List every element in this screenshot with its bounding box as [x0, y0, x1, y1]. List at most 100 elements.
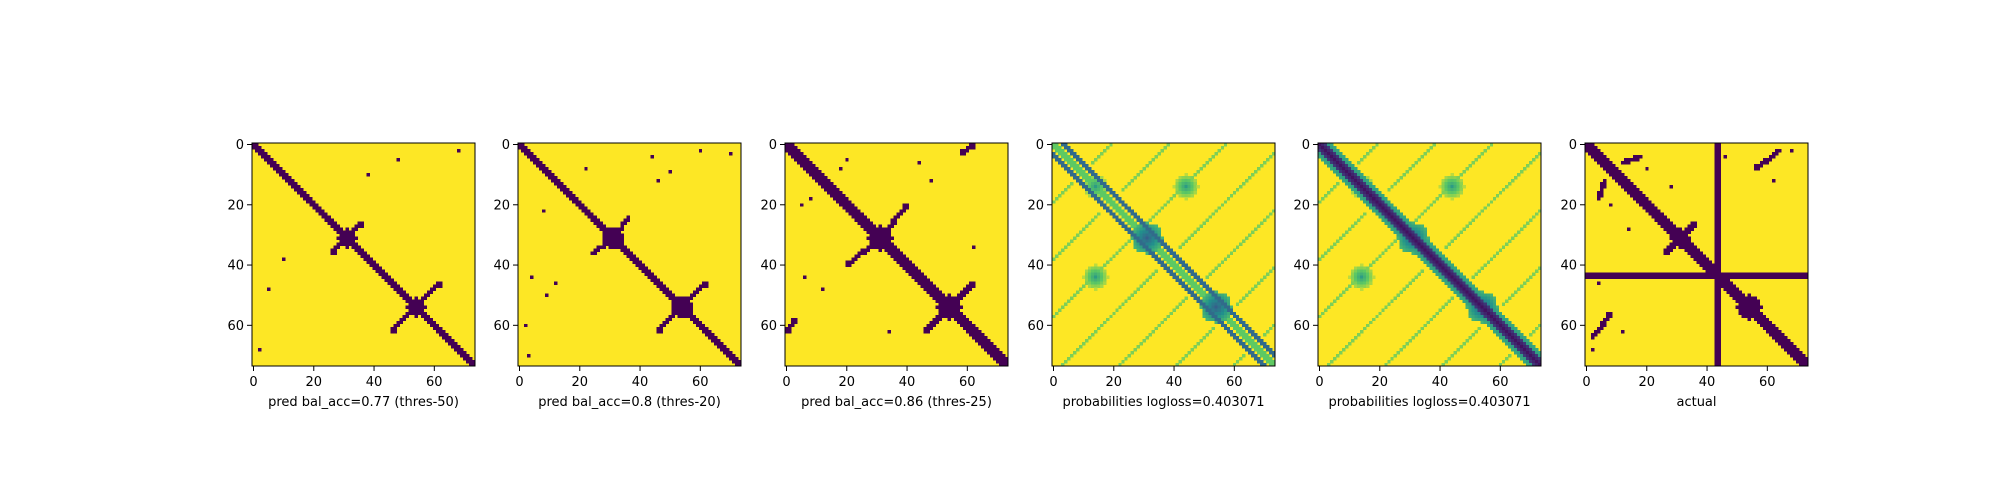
x-tick-label: 40 [1166, 375, 1183, 390]
heatmap-cell [1196, 287, 1201, 292]
heatmap-cell [1693, 245, 1697, 249]
heatmap-cell [1333, 149, 1337, 153]
heatmap-cell [1480, 308, 1485, 313]
heatmap-cell [566, 191, 570, 195]
heatmap-cell [1372, 209, 1376, 213]
heatmap-cell [1360, 191, 1364, 195]
heatmap-cell [1783, 341, 1788, 346]
heatmap-cell [1759, 275, 1764, 279]
heatmap-cell [677, 314, 682, 319]
heatmap-cell [1196, 284, 1201, 289]
heatmap-cell [578, 200, 582, 204]
heatmap-cell [1450, 173, 1454, 177]
heatmap-cell [1471, 311, 1476, 316]
heatmap-cell [1372, 194, 1376, 198]
heatmap-cells [518, 143, 742, 367]
heatmap-cell [1438, 254, 1442, 258]
heatmap-cell [941, 302, 946, 307]
heatmap-cell [1477, 212, 1482, 216]
heatmap-cell [1232, 326, 1237, 331]
heatmap-cell [1528, 344, 1533, 349]
heatmap-cell [1148, 236, 1152, 240]
heatmap-cell [1477, 293, 1482, 298]
heatmap-cell [1148, 251, 1152, 255]
heatmap-cell [1402, 287, 1406, 292]
heatmap-cell [1265, 347, 1270, 352]
heatmap-cell [1597, 149, 1601, 153]
heatmap-cell [408, 302, 413, 307]
heatmap-cell [1190, 284, 1195, 289]
heatmap-cell [381, 275, 385, 279]
heatmap-cell [677, 302, 682, 307]
heatmap-cell [1405, 218, 1409, 222]
heatmap-cell [1603, 275, 1607, 279]
heatmap-cell [294, 188, 298, 192]
heatmap-cell [680, 311, 685, 316]
heatmap-cell [1492, 326, 1497, 331]
heatmap-cell [1220, 302, 1225, 307]
heatmap-cell [533, 158, 537, 162]
y-tick-label: 0 [502, 138, 510, 153]
heatmap-cell [1405, 242, 1409, 246]
heatmap-cell [1109, 188, 1113, 192]
heatmap-cell [1103, 197, 1107, 201]
heatmap-cell [968, 329, 973, 334]
heatmap-cell [662, 320, 667, 325]
heatmap-cell [1750, 308, 1755, 313]
heatmap-cell [1058, 149, 1062, 153]
heatmap-cell [1729, 293, 1734, 298]
heatmap-cell [1106, 185, 1110, 189]
heatmap-cell [1169, 248, 1173, 252]
heatmap-cell [1687, 272, 1691, 276]
heatmap-cell [1411, 245, 1415, 249]
heatmap-cell [1193, 275, 1198, 279]
heatmap-cell [1717, 347, 1721, 352]
heatmap-cell [1753, 305, 1758, 310]
heatmap-cell [1435, 248, 1439, 252]
heatmap-cell [1441, 185, 1445, 189]
heatmap-cell [614, 239, 618, 243]
heatmap-cell [689, 308, 694, 313]
heatmap-cell [1447, 275, 1451, 279]
heatmap-cell [1492, 329, 1497, 334]
heatmap-cell [1717, 320, 1721, 325]
heatmap-cell [680, 299, 685, 304]
heatmap-cell [968, 323, 973, 328]
heatmap-cell [1211, 212, 1216, 216]
heatmap-cell [998, 350, 1003, 355]
heatmap-cell [830, 185, 834, 189]
heatmap-cell [1726, 287, 1731, 292]
heatmap-cell [1244, 236, 1249, 240]
heatmap-cell [330, 224, 334, 228]
x-axis-label: probabilities logloss=0.403071 [1062, 395, 1264, 410]
heatmap-cell [695, 287, 700, 292]
heatmap-cell [890, 251, 894, 255]
heatmap-cell [1175, 278, 1179, 283]
heatmap-cell [1112, 200, 1116, 204]
heatmap-cell [1516, 341, 1521, 346]
heatmap-cell [1519, 341, 1524, 346]
heatmap-cell [1229, 323, 1234, 328]
heatmap-cell [1235, 317, 1240, 322]
heatmap-cell [1142, 167, 1146, 171]
heatmap-cell [1699, 263, 1703, 267]
x-tick-label: 0 [1315, 375, 1323, 390]
heatmap-cell [1211, 269, 1216, 273]
heatmap-cell [1723, 287, 1728, 292]
heatmap-cell [1384, 209, 1388, 213]
heatmap-cell [809, 167, 813, 171]
heatmap-cell [1417, 329, 1421, 334]
heatmap-cell [1447, 269, 1451, 273]
heatmap-cell [1265, 353, 1270, 358]
heatmap-cell [1405, 236, 1409, 240]
heatmap-cell [366, 254, 370, 258]
heatmap-cell [1669, 245, 1673, 249]
heatmap-cell [321, 212, 325, 216]
heatmap-cell [1444, 245, 1448, 249]
heatmap-cell [354, 245, 358, 249]
heatmap-cell [1801, 275, 1806, 279]
heatmap-cell [1217, 317, 1222, 322]
heatmap-cell [959, 317, 964, 322]
heatmap-cell [1615, 170, 1619, 174]
heatmap-cell [285, 173, 289, 177]
